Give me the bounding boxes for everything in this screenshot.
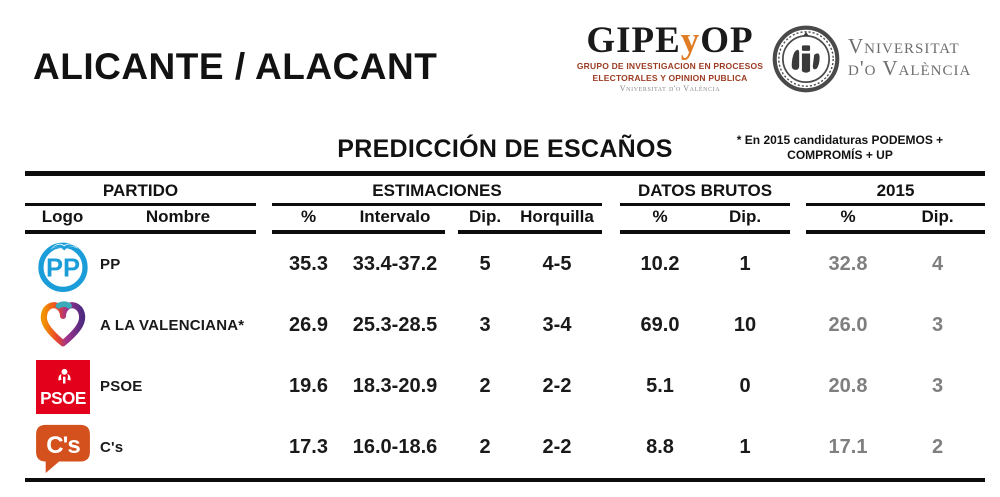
table-row-pp: PP PP 35.3 33.4-37.2 5 4-5 10.2 1 32.8 4 (25, 234, 985, 295)
sub-header-row: Logo Nombre % Intervalo Dip. Horquilla %… (25, 206, 985, 234)
group-2015: 2015 (806, 177, 985, 206)
cell-pct-brutos: 5.1 (646, 375, 674, 397)
table-row-psoe: PSOE PSOE 19.6 18.3-20.9 2 2-2 5.1 0 20.… (25, 356, 985, 417)
cell-dip-2015: 4 (931, 253, 944, 275)
cs-logo-icon: C's (25, 423, 100, 473)
cell-pct-brutos: 10.2 (640, 253, 680, 275)
footnote-line2: COMPROMÍS + UP (787, 148, 893, 162)
cell-intervalo: 25.3-28.5 (352, 314, 438, 336)
group-header-row: PARTIDO ESTIMACIONES DATOS BRUTOS 2015 (25, 177, 985, 206)
cell-intervalo: 16.0-18.6 (352, 436, 438, 458)
cell-horquilla: 3-4 (542, 314, 572, 336)
col-pct-2015: % (806, 206, 890, 234)
uv-wordmark: Vniversitat d'o València (848, 36, 971, 79)
gipeyop-name-pre: GIPE (586, 20, 681, 61)
cell-horquilla: 2-2 (542, 436, 572, 458)
col-dip-est: Dip. (458, 206, 512, 234)
gipeyop-logo: GIPEyOP GRUPO DE INVESTIGACION EN PROCES… (563, 22, 777, 93)
table-row-alavalenciana: A LA VALENCIANA* 26.9 25.3-28.5 3 3-4 69… (25, 295, 985, 356)
cell-pct-est: 26.9 (289, 314, 328, 336)
cell-pct-2015: 20.8 (828, 375, 868, 397)
gipeyop-name-y: y (680, 20, 701, 61)
cell-dip-2015: 2 (931, 436, 944, 458)
cell-horquilla: 2-2 (542, 375, 572, 397)
cell-intervalo: 33.4-37.2 (352, 253, 438, 275)
col-horquilla: Horquilla (512, 206, 602, 234)
cell-pct-2015: 32.8 (828, 253, 868, 275)
cell-dip-brutos: 1 (739, 436, 751, 458)
col-pct-brutos: % (620, 206, 700, 234)
table-title: PREDICCIÓN DE ESCAÑOS (337, 135, 673, 163)
cell-dip-brutos: 0 (739, 375, 751, 397)
gipeyop-subtitle-2: ELECTORALES Y OPINION PUBLICA (592, 73, 748, 84)
footnote-line1: * En 2015 candidaturas PODEMOS + (736, 133, 944, 147)
table-header-row: PREDICCIÓN DE ESCAÑOS * En 2015 candidat… (25, 133, 985, 171)
uv-seal-icon (772, 25, 840, 93)
cell-dip-brutos: 10 (733, 314, 757, 336)
alavalenciana-heart-icon (25, 298, 100, 354)
party-name: PP (100, 256, 121, 273)
pp-logo-icon: PP (25, 236, 100, 294)
col-dip-brutos: Dip. (700, 206, 790, 234)
svg-text:PSOE: PSOE (40, 388, 86, 408)
col-dip-2015: Dip. (890, 206, 985, 234)
svg-text:C's: C's (46, 431, 80, 458)
cell-horquilla: 4-5 (542, 253, 572, 275)
party-name: C's (100, 439, 124, 456)
gipeyop-name-post: OP (700, 20, 754, 61)
page-title: ALICANTE / ALACANT (33, 46, 438, 87)
cell-dip-2015: 3 (931, 314, 944, 336)
cell-pct-est: 17.3 (289, 436, 328, 458)
cell-pct-est: 19.6 (289, 375, 328, 397)
party-name: PSOE (100, 378, 143, 395)
uv-wordmark-line2: d'o València (848, 56, 972, 80)
cell-intervalo: 18.3-20.9 (352, 375, 438, 397)
table-footnote: * En 2015 candidaturas PODEMOS + COMPROM… (695, 133, 985, 163)
cell-dip-2015: 3 (931, 375, 944, 397)
col-intervalo: Intervalo (345, 206, 445, 234)
bottom-rule (25, 478, 985, 482)
cell-pct-2015: 26.0 (828, 314, 868, 336)
gipeyop-wordmark: GIPEyOP (563, 22, 777, 59)
gipeyop-subtitle-1: GRUPO DE INVESTIGACION EN PROCESOS (576, 61, 764, 71)
party-name: A LA VALENCIANA* (100, 317, 245, 334)
top-rule (25, 171, 985, 176)
col-logo: Logo (25, 206, 100, 234)
cell-dip-brutos: 1 (739, 253, 751, 275)
psoe-logo-icon: PSOE (25, 359, 100, 414)
cell-dip-est: 2 (479, 375, 491, 397)
group-partido: PARTIDO (25, 177, 256, 206)
group-estimaciones: ESTIMACIONES (272, 177, 602, 206)
cell-dip-est: 3 (479, 314, 491, 336)
svg-text:PP: PP (45, 254, 79, 282)
table-row-cs: C's C's 17.3 16.0-18.6 2 2-2 8.8 1 17.1 … (25, 417, 985, 478)
cell-pct-brutos: 8.8 (646, 436, 674, 458)
group-datos-brutos: DATOS BRUTOS (620, 177, 790, 206)
col-nombre: Nombre (100, 206, 256, 234)
prediction-table: PREDICCIÓN DE ESCAÑOS * En 2015 candidat… (25, 133, 985, 482)
uv-wordmark-line1: Vniversitat (848, 34, 960, 58)
cell-pct-est: 35.3 (289, 253, 328, 275)
col-pct-est: % (272, 206, 345, 234)
gipeyop-subtitle-3: Vniversitat d'o València (619, 84, 721, 94)
cell-pct-brutos: 69.0 (640, 314, 680, 336)
cell-dip-est: 5 (479, 253, 491, 275)
cell-pct-2015: 17.1 (828, 436, 868, 458)
cell-dip-est: 2 (479, 436, 491, 458)
